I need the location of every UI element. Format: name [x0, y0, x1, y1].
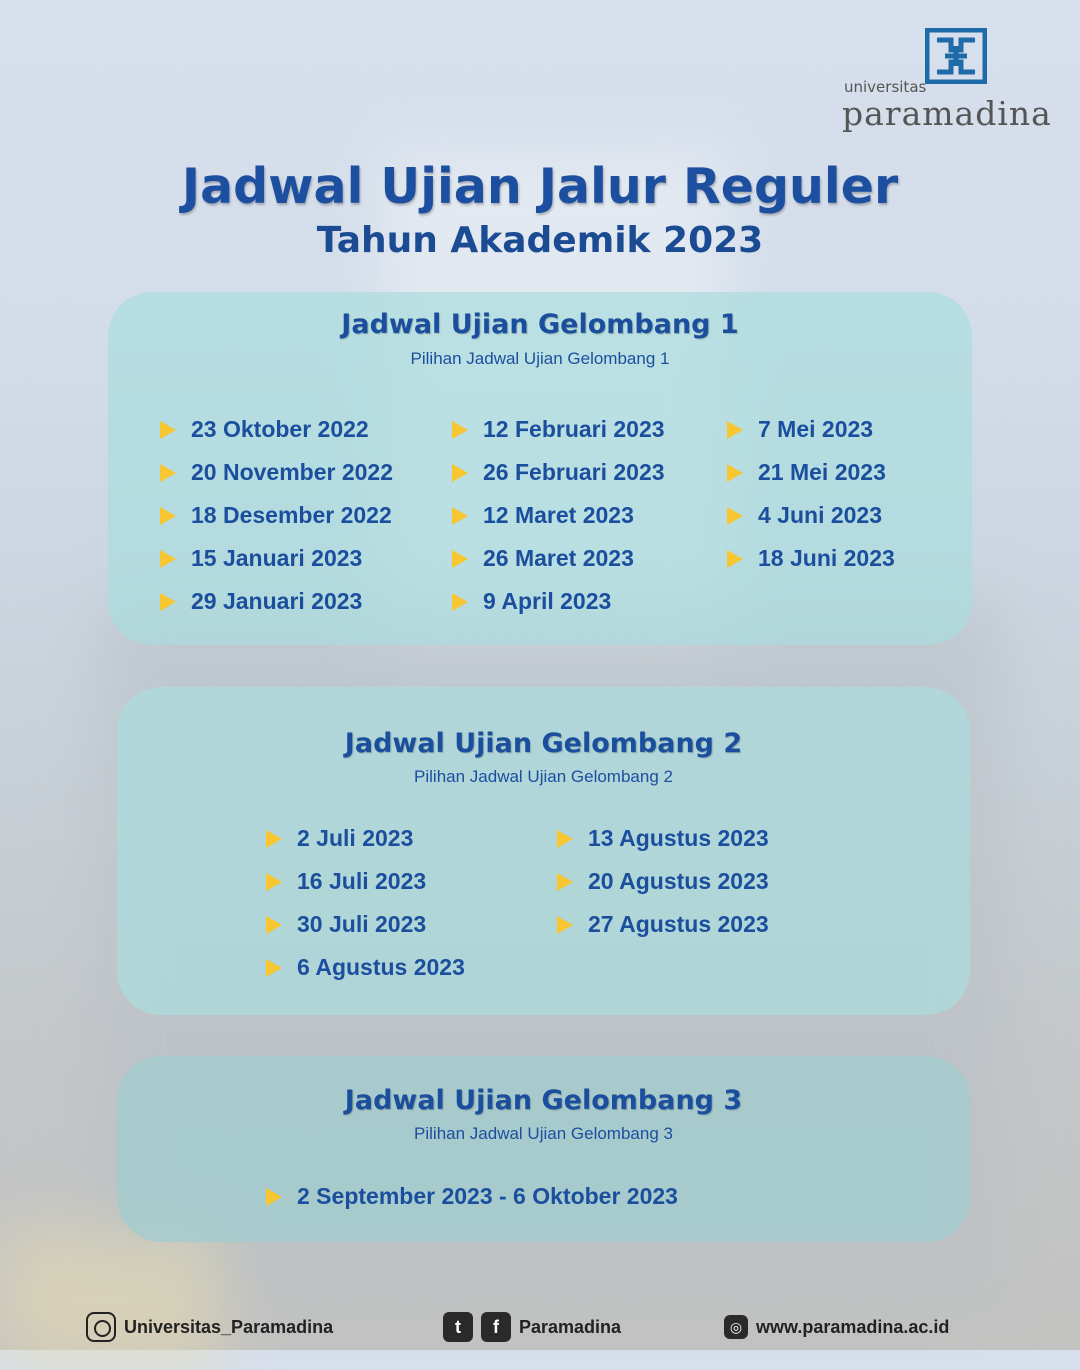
- date-text: 18 Desember 2022: [191, 502, 392, 528]
- date-item: 30 Juli 2023: [266, 910, 426, 938]
- date-item: 2 September 2023 - 6 Oktober 2023: [266, 1182, 678, 1210]
- date-item: 26 Maret 2023: [452, 544, 634, 572]
- social-link[interactable]: t f Paramadina: [443, 1312, 621, 1342]
- date-text: 20 Agustus 2023: [588, 868, 769, 894]
- arrow-bullet-icon: [452, 421, 468, 439]
- website-link[interactable]: ◎ www.paramadina.ac.id: [724, 1315, 949, 1339]
- date-item: 20 November 2022: [160, 458, 393, 486]
- logo-text-small: universitas: [844, 78, 927, 96]
- date-text: 20 November 2022: [191, 459, 394, 485]
- twitter-icon: t: [443, 1312, 473, 1342]
- wave-3-subtitle: Pilihan Jadwal Ujian Gelombang 3: [414, 1124, 673, 1143]
- arrow-bullet-icon: [557, 873, 573, 891]
- date-text: 29 Januari 2023: [191, 588, 363, 614]
- wave-3-title: Jadwal Ujian Gelombang 3: [344, 1085, 743, 1116]
- date-item: 12 Maret 2023: [452, 501, 634, 529]
- paramadina-logo-mark-icon: [925, 28, 987, 84]
- date-item: 12 Februari 2023: [452, 415, 665, 443]
- date-item: 27 Agustus 2023: [557, 910, 769, 938]
- arrow-bullet-icon: [452, 550, 468, 568]
- arrow-bullet-icon: [727, 507, 743, 525]
- arrow-bullet-icon: [160, 550, 176, 568]
- arrow-bullet-icon: [266, 916, 282, 934]
- facebook-icon: f: [481, 1312, 511, 1342]
- date-item: 2 Juli 2023: [266, 824, 413, 852]
- date-item: 29 Januari 2023: [160, 587, 362, 615]
- globe-icon: ◎: [724, 1315, 748, 1339]
- arrow-bullet-icon: [266, 1188, 282, 1206]
- social-handle: Paramadina: [519, 1316, 622, 1337]
- date-text: 12 Februari 2023: [483, 416, 665, 442]
- arrow-bullet-icon: [160, 507, 176, 525]
- date-item: 6 Agustus 2023: [266, 953, 465, 981]
- wave-1-title: Jadwal Ujian Gelombang 1: [341, 309, 739, 340]
- date-text: 27 Agustus 2023: [588, 911, 769, 937]
- date-item: 9 April 2023: [452, 587, 611, 615]
- arrow-bullet-icon: [452, 464, 468, 482]
- page-title: Jadwal Ujian Jalur Reguler: [181, 158, 899, 215]
- arrow-bullet-icon: [266, 959, 282, 977]
- wave-2-subtitle: Pilihan Jadwal Ujian Gelombang 2: [414, 767, 673, 786]
- university-logo: universitas paramadina: [840, 28, 1051, 138]
- arrow-bullet-icon: [160, 593, 176, 611]
- date-item: 21 Mei 2023: [727, 458, 886, 486]
- instagram-link[interactable]: Universitas_Paramadina: [86, 1312, 333, 1342]
- wave-2-card: Jadwal Ujian Gelombang 2 Pilihan Jadwal …: [117, 687, 970, 1015]
- date-item: 16 Juli 2023: [266, 867, 426, 895]
- date-item: 15 Januari 2023: [160, 544, 362, 572]
- date-item: 4 Juni 2023: [727, 501, 882, 529]
- arrow-bullet-icon: [266, 830, 282, 848]
- date-text: 18 Juni 2023: [758, 545, 895, 571]
- date-text: 6 Agustus 2023: [297, 954, 465, 980]
- date-text: 21 Mei 2023: [758, 459, 886, 485]
- date-text: 12 Maret 2023: [483, 502, 634, 528]
- date-item: 23 Oktober 2022: [160, 415, 369, 443]
- arrow-bullet-icon: [557, 916, 573, 934]
- arrow-bullet-icon: [727, 550, 743, 568]
- date-item: 18 Desember 2022: [160, 501, 392, 529]
- arrow-bullet-icon: [727, 421, 743, 439]
- date-text: 2 September 2023 - 6 Oktober 2023: [297, 1183, 678, 1209]
- logo-text-big: paramadina: [842, 94, 1052, 133]
- date-item: 7 Mei 2023: [727, 415, 873, 443]
- date-text: 26 Maret 2023: [483, 545, 634, 571]
- arrow-bullet-icon: [266, 873, 282, 891]
- wave-3-card: Jadwal Ujian Gelombang 3 Pilihan Jadwal …: [117, 1056, 970, 1242]
- arrow-bullet-icon: [557, 830, 573, 848]
- date-item: 18 Juni 2023: [727, 544, 895, 572]
- instagram-handle: Universitas_Paramadina: [124, 1316, 334, 1337]
- date-text: 16 Juli 2023: [297, 868, 427, 894]
- arrow-bullet-icon: [452, 593, 468, 611]
- date-text: 15 Januari 2023: [191, 545, 363, 571]
- date-item: 13 Agustus 2023: [557, 824, 769, 852]
- arrow-bullet-icon: [160, 421, 176, 439]
- wave-1-card: Jadwal Ujian Gelombang 1 Pilihan Jadwal …: [108, 292, 972, 645]
- date-text: 26 Februari 2023: [483, 459, 665, 485]
- website-url: www.paramadina.ac.id: [756, 1316, 950, 1337]
- instagram-icon: [86, 1312, 116, 1342]
- arrow-bullet-icon: [160, 464, 176, 482]
- date-text: 7 Mei 2023: [758, 416, 874, 442]
- date-text: 23 Oktober 2022: [191, 416, 369, 442]
- date-text: 4 Juni 2023: [758, 502, 883, 528]
- arrow-bullet-icon: [452, 507, 468, 525]
- wave-2-title: Jadwal Ujian Gelombang 2: [344, 728, 743, 759]
- page-subtitle: Tahun Akademik 2023: [316, 220, 764, 261]
- date-text: 30 Juli 2023: [297, 911, 427, 937]
- date-item: 20 Agustus 2023: [557, 867, 769, 895]
- date-item: 26 Februari 2023: [452, 458, 665, 486]
- date-text: 9 April 2023: [483, 588, 612, 614]
- date-text: 13 Agustus 2023: [588, 825, 769, 851]
- wave-1-subtitle: Pilihan Jadwal Ujian Gelombang 1: [410, 349, 670, 368]
- arrow-bullet-icon: [727, 464, 743, 482]
- date-text: 2 Juli 2023: [297, 825, 414, 851]
